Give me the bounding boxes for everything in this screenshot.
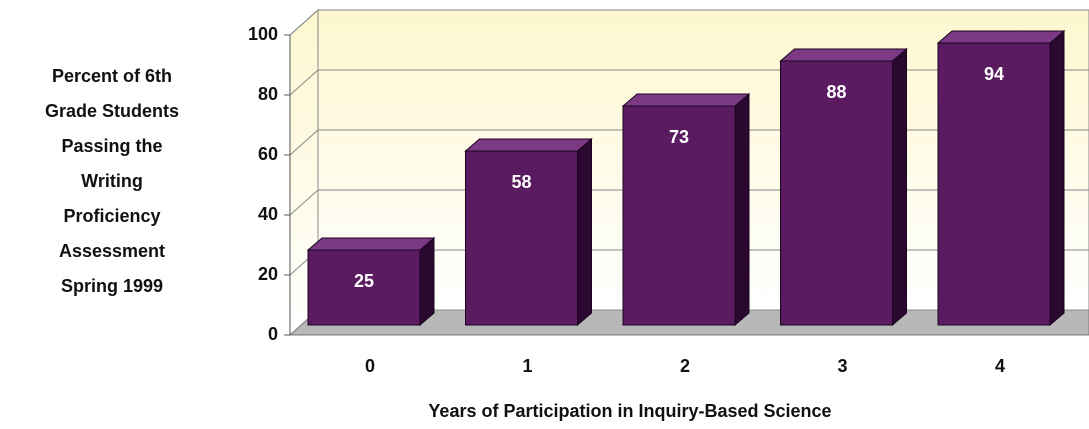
bar-face bbox=[892, 47, 907, 327]
data-label: 94 bbox=[984, 64, 1004, 84]
bar-face bbox=[419, 236, 435, 327]
bar-face bbox=[464, 138, 593, 152]
y-axis-title: Assessment bbox=[59, 241, 165, 261]
y-axis-title: Proficiency bbox=[63, 206, 160, 226]
y-tick-label: 60 bbox=[258, 144, 278, 164]
y-axis-title: Spring 1999 bbox=[61, 276, 163, 296]
y-axis-title: Passing the bbox=[61, 136, 162, 156]
bar bbox=[306, 236, 436, 327]
y-axis-title: Percent of 6th bbox=[52, 66, 172, 86]
x-tick-label: 1 bbox=[522, 356, 532, 376]
bar bbox=[464, 137, 593, 327]
data-label: 58 bbox=[511, 172, 531, 192]
bar bbox=[779, 47, 908, 327]
data-label: 88 bbox=[826, 82, 846, 102]
bar-face bbox=[577, 137, 592, 327]
bar-face bbox=[621, 93, 751, 107]
bar-face bbox=[779, 48, 908, 62]
data-label: 25 bbox=[354, 271, 374, 291]
bar-face bbox=[734, 92, 750, 327]
bar-face bbox=[622, 105, 736, 326]
bar-face bbox=[306, 237, 436, 251]
y-axis-title: Writing bbox=[81, 171, 143, 191]
bar bbox=[621, 92, 751, 327]
x-tick-label: 2 bbox=[680, 356, 690, 376]
y-tick-label: 40 bbox=[258, 204, 278, 224]
bar bbox=[936, 29, 1066, 327]
grid-line bbox=[289, 189, 319, 216]
bar-face bbox=[1049, 29, 1065, 327]
bar-face bbox=[937, 42, 1051, 326]
bar-face bbox=[936, 30, 1066, 44]
bar-face bbox=[307, 249, 421, 326]
y-tick-label: 0 bbox=[268, 324, 278, 344]
y-tick-label: 100 bbox=[248, 24, 278, 44]
y-tick-label: 80 bbox=[258, 84, 278, 104]
grid-line bbox=[289, 69, 319, 96]
x-tick-label: 0 bbox=[365, 356, 375, 376]
x-tick-label: 4 bbox=[995, 356, 1005, 376]
x-tick-label: 3 bbox=[837, 356, 847, 376]
y-tick-label: 20 bbox=[258, 264, 278, 284]
grid-line bbox=[289, 9, 319, 36]
data-label: 73 bbox=[669, 127, 689, 147]
x-axis-title: Years of Participation in Inquiry-Based … bbox=[428, 401, 831, 421]
grid-line bbox=[289, 129, 319, 156]
y-axis-title: Grade Students bbox=[45, 101, 179, 121]
bar-face bbox=[780, 60, 893, 326]
bar-face bbox=[465, 150, 578, 326]
